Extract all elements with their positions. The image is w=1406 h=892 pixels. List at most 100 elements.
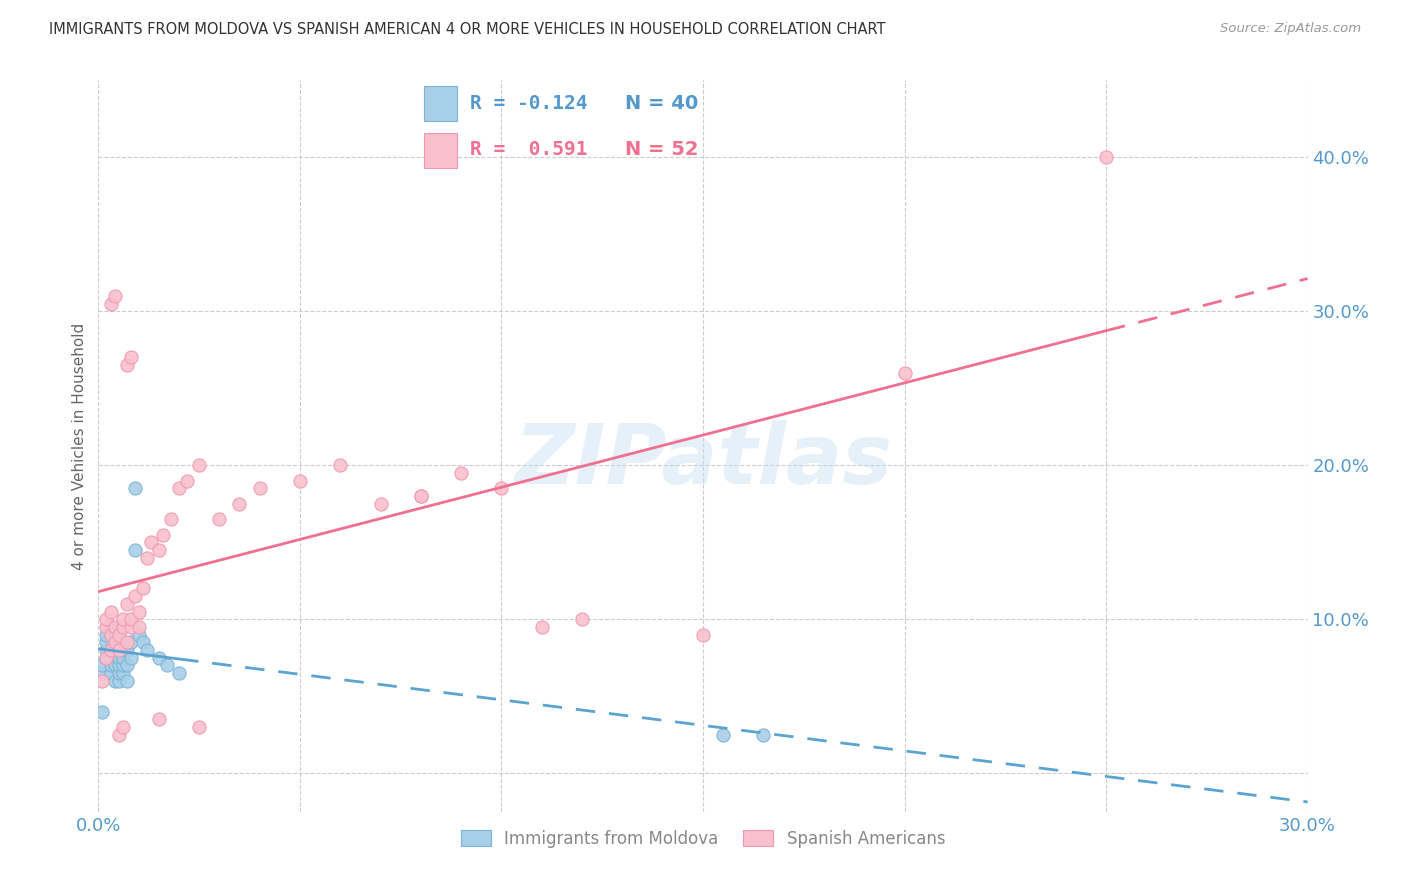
Point [96,650,118,665]
Point [450,466,472,480]
Text: IMMIGRANTS FROM MOLDOVA VS SPANISH AMERICAN 4 OR MORE VEHICLES IN HOUSEHOLD CORR: IMMIGRANTS FROM MOLDOVA VS SPANISH AMERI… [49,22,886,37]
Point [115,643,138,657]
Point [370,497,392,511]
Legend: Immigrants from Moldova, Spanish Americans: Immigrants from Moldova, Spanish America… [454,823,952,855]
Point [409,489,432,503]
Point [491,481,513,495]
Point [100,296,122,310]
Point [124,543,146,558]
Point [188,720,211,734]
Point [128,620,150,634]
Point [124,589,146,603]
Point [167,481,190,495]
Point [208,512,231,526]
Point [128,605,150,619]
Point [100,627,122,641]
Point [91,658,114,673]
Point [107,627,129,641]
Text: R =  0.591: R = 0.591 [470,140,588,159]
Point [156,658,179,673]
Point [103,627,125,641]
Point [139,535,162,549]
Point [96,643,118,657]
Point [128,627,150,641]
Point [1095,150,1118,164]
Point [96,627,118,641]
Point [124,481,146,495]
Point [111,658,134,673]
Point [160,512,183,526]
Point [692,627,714,641]
Point [120,620,142,634]
Point [100,666,122,681]
Point [120,612,142,626]
Point [107,635,129,649]
Point [107,728,129,742]
Point [711,728,734,742]
Point [107,658,129,673]
Point [228,497,250,511]
Point [249,481,271,495]
Point [111,612,134,626]
Point [107,643,129,657]
Point [91,705,114,719]
Point [120,351,142,365]
Point [100,620,122,634]
FancyBboxPatch shape [425,133,457,168]
Point [167,666,190,681]
Text: N = 40: N = 40 [624,94,699,112]
Text: Source: ZipAtlas.com: Source: ZipAtlas.com [1220,22,1361,36]
Point [103,620,125,634]
Point [100,658,122,673]
Point [107,673,129,688]
Point [96,612,118,626]
Point [107,650,129,665]
Point [176,474,198,488]
Point [115,597,138,611]
Point [111,643,134,657]
Point [115,358,138,372]
Point [111,620,134,634]
Point [115,658,138,673]
Point [148,543,170,558]
Y-axis label: 4 or more Vehicles in Household: 4 or more Vehicles in Household [72,322,87,570]
Point [107,666,129,681]
Point [111,650,134,665]
Point [752,728,775,742]
Point [530,620,553,634]
Point [100,643,122,657]
Point [103,289,125,303]
Point [188,458,211,473]
Text: R = -0.124: R = -0.124 [470,94,588,112]
Point [132,582,155,596]
Point [111,666,134,681]
Point [103,673,125,688]
Point [132,635,155,649]
Point [329,458,352,473]
Point [288,474,311,488]
FancyBboxPatch shape [425,87,457,121]
Point [571,612,593,626]
Point [893,366,915,380]
Text: N = 52: N = 52 [624,140,699,159]
Point [100,643,122,657]
Point [120,635,142,649]
Point [135,550,157,565]
Point [96,620,118,634]
Point [91,673,114,688]
Point [135,643,157,657]
Point [100,605,122,619]
Point [148,712,170,726]
Point [103,643,125,657]
Point [111,720,134,734]
Point [115,673,138,688]
Point [409,489,432,503]
Point [96,650,118,665]
Point [91,666,114,681]
Point [152,527,174,541]
Point [96,635,118,649]
Point [115,635,138,649]
Point [120,650,142,665]
Point [103,635,125,649]
Point [148,650,170,665]
